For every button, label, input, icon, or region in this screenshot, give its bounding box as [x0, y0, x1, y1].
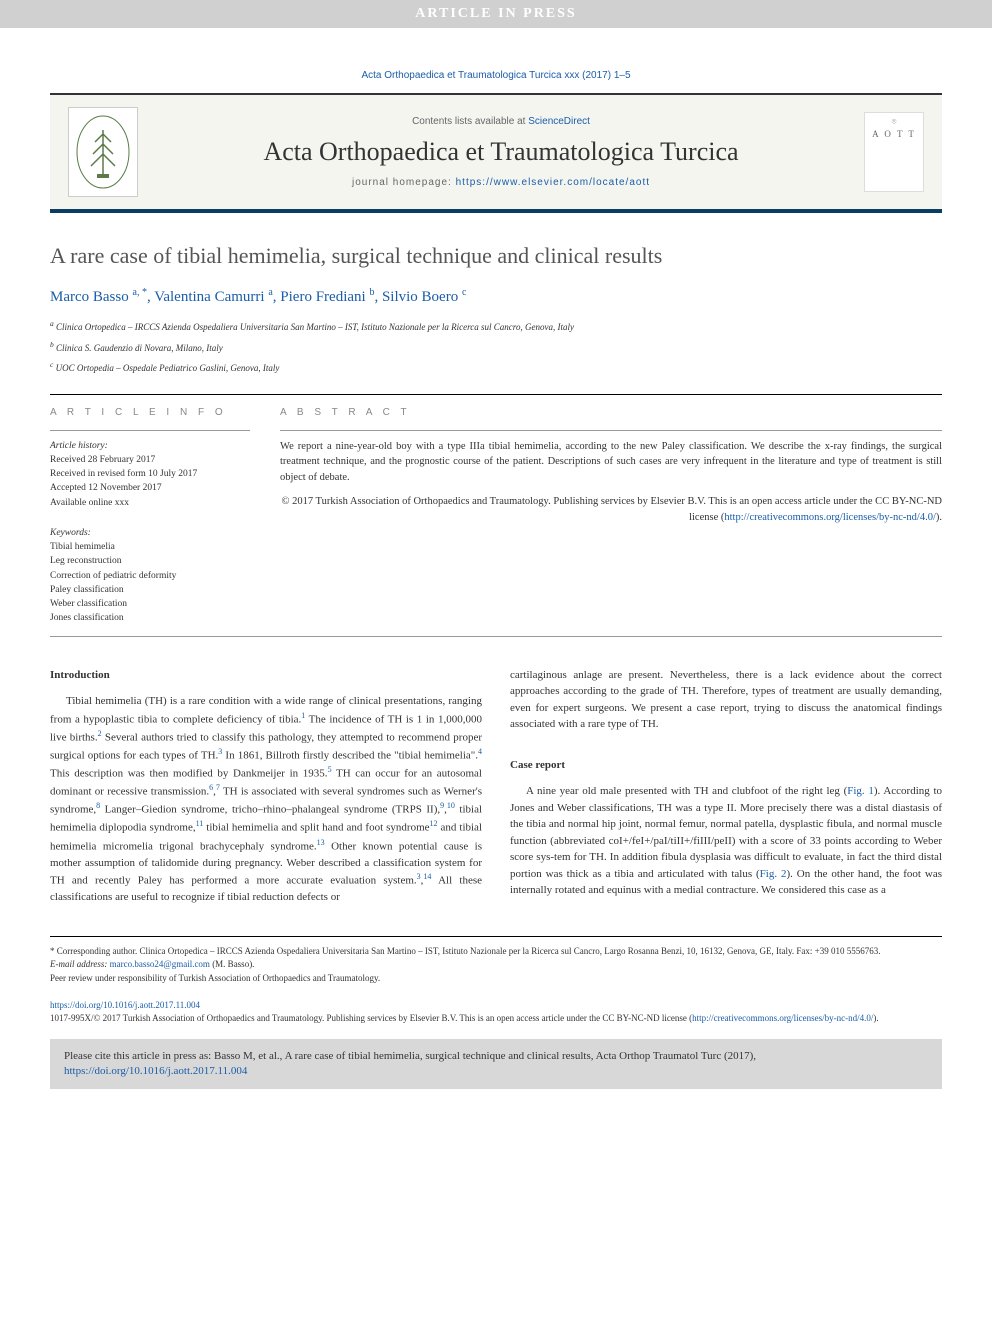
info-abstract-row: A R T I C L E I N F O Article history: R…	[50, 407, 942, 626]
keywords-list: Tibial hemimeliaLeg reconstructionCorrec…	[50, 540, 250, 626]
homepage-prefix: journal homepage:	[352, 177, 456, 188]
case-report-heading: Case report	[510, 757, 942, 774]
journal-name: Acta Orthopaedica et Traumatologica Turc…	[156, 137, 846, 167]
citation-header: Acta Orthopaedica et Traumatologica Turc…	[50, 70, 942, 81]
author-sup: a, *	[133, 287, 147, 298]
copyright-text: © 2017 Turkish Association of Orthopaedi…	[280, 494, 942, 526]
doi-block: https://doi.org/10.1016/j.aott.2017.11.0…	[50, 999, 942, 1024]
contents-line: Contents lists available at ScienceDirec…	[156, 116, 846, 127]
cite-box: Please cite this article in press as: Ba…	[50, 1039, 942, 1090]
cite-text: Please cite this article in press as: Ba…	[64, 1050, 756, 1062]
journal-cover-thumb: ⌾ A O T T	[864, 112, 924, 192]
affiliation: a Clinica Ortopedica – IRCCS Azienda Osp…	[50, 318, 942, 335]
cover-crest-icon: ⌾	[892, 117, 897, 127]
license-link[interactable]: http://creativecommons.org/licenses/by-n…	[724, 512, 936, 523]
cover-abbrev: A O T T	[872, 129, 916, 139]
introduction-heading: Introduction	[50, 667, 482, 684]
case-report-text: A nine year old male presented with TH a…	[510, 783, 942, 899]
author-sup: c	[462, 287, 466, 298]
body-columns: Introduction Tibial hemimelia (TH) is a …	[50, 667, 942, 906]
society-logo	[68, 107, 138, 197]
author-name: Piero Frediani	[280, 289, 365, 305]
homepage-link[interactable]: https://www.elsevier.com/locate/aott	[456, 177, 650, 188]
article-title: A rare case of tibial hemimelia, surgica…	[50, 243, 942, 269]
fig1-link[interactable]: Fig. 1	[847, 785, 874, 797]
received-date: Received 28 February 2017	[50, 453, 250, 467]
email-line: E-mail address: marco.basso24@gmail.com …	[50, 958, 942, 972]
body-col-right: cartilaginous anlage are present. Nevert…	[510, 667, 942, 906]
article-in-press-banner: ARTICLE IN PRESS	[0, 0, 992, 28]
doi-link[interactable]: https://doi.org/10.1016/j.aott.2017.11.0…	[50, 1000, 200, 1010]
accepted-date: Accepted 12 November 2017	[50, 481, 250, 495]
footnotes: * Corresponding author. Clinica Ortopedi…	[50, 945, 942, 986]
doi-license-link[interactable]: http://creativecommons.org/licenses/by-n…	[692, 1013, 873, 1023]
cite-doi-link[interactable]: https://doi.org/10.1016/j.aott.2017.11.0…	[64, 1065, 247, 1077]
article-history: Article history: Received 28 February 20…	[50, 439, 250, 510]
affiliation: b Clinica S. Gaudenzio di Novara, Milano…	[50, 339, 942, 356]
revised-date: Received in revised form 10 July 2017	[50, 467, 250, 481]
homepage-line: journal homepage: https://www.elsevier.c…	[156, 177, 846, 188]
history-label: Article history:	[50, 439, 250, 453]
affiliations: a Clinica Ortopedica – IRCCS Azienda Osp…	[50, 318, 942, 376]
authors-list: Marco Basso a, *, Valentina Camurri a, P…	[50, 287, 942, 306]
keyword: Tibial hemimelia	[50, 540, 250, 554]
abstract-label: A B S T R A C T	[280, 407, 942, 418]
author-name: Marco Basso	[50, 289, 129, 305]
issn-close: ).	[873, 1013, 878, 1023]
author-sup: a	[268, 287, 272, 298]
email-author: (M. Basso).	[210, 959, 255, 969]
issn-text: 1017-995X/© 2017 Turkish Association of …	[50, 1013, 692, 1023]
sciencedirect-link[interactable]: ScienceDirect	[528, 116, 590, 127]
author-sup: b	[369, 287, 374, 298]
keyword: Leg reconstruction	[50, 554, 250, 568]
issn-copyright: 1017-995X/© 2017 Turkish Association of …	[50, 1012, 942, 1025]
abstract-divider	[280, 430, 942, 431]
article-info-label: A R T I C L E I N F O	[50, 407, 250, 418]
author-name: Valentina Camurri	[154, 289, 264, 305]
body-col-left: Introduction Tibial hemimelia (TH) is a …	[50, 667, 482, 906]
email-link[interactable]: marco.basso24@gmail.com	[110, 959, 210, 969]
fig2-link[interactable]: Fig. 2	[760, 868, 787, 880]
affiliation: c UOC Ortopedia – Ospedale Pediatrico Ga…	[50, 359, 942, 376]
keyword: Correction of pediatric deformity	[50, 569, 250, 583]
corresponding-author: * Corresponding author. Clinica Ortopedi…	[50, 945, 942, 959]
page-content: Acta Orthopaedica et Traumatologica Turc…	[0, 28, 992, 1119]
abstract-column: A B S T R A C T We report a nine-year-ol…	[280, 407, 942, 626]
divider	[50, 394, 942, 395]
contents-prefix: Contents lists available at	[412, 116, 528, 127]
col2-continuation: cartilaginous anlage are present. Nevert…	[510, 667, 942, 733]
keyword: Jones classification	[50, 611, 250, 625]
article-info-column: A R T I C L E I N F O Article history: R…	[50, 407, 250, 626]
journal-header: Contents lists available at ScienceDirec…	[50, 93, 942, 213]
author-name: Silvio Boero	[382, 289, 458, 305]
header-center: Contents lists available at ScienceDirec…	[156, 116, 846, 188]
copyright-close: ).	[936, 512, 942, 523]
keyword: Paley classification	[50, 583, 250, 597]
email-label: E-mail address:	[50, 959, 110, 969]
introduction-text: Tibial hemimelia (TH) is a rare conditio…	[50, 693, 482, 906]
abstract-text: We report a nine-year-old boy with a typ…	[280, 439, 942, 486]
peer-review-note: Peer review under responsibility of Turk…	[50, 972, 942, 986]
keywords-block: Keywords: Tibial hemimeliaLeg reconstruc…	[50, 526, 250, 626]
keyword: Weber classification	[50, 597, 250, 611]
online-date: Available online xxx	[50, 496, 250, 510]
divider-2	[50, 636, 942, 637]
info-divider	[50, 430, 250, 431]
keywords-label: Keywords:	[50, 526, 250, 540]
footnote-divider	[50, 936, 942, 937]
